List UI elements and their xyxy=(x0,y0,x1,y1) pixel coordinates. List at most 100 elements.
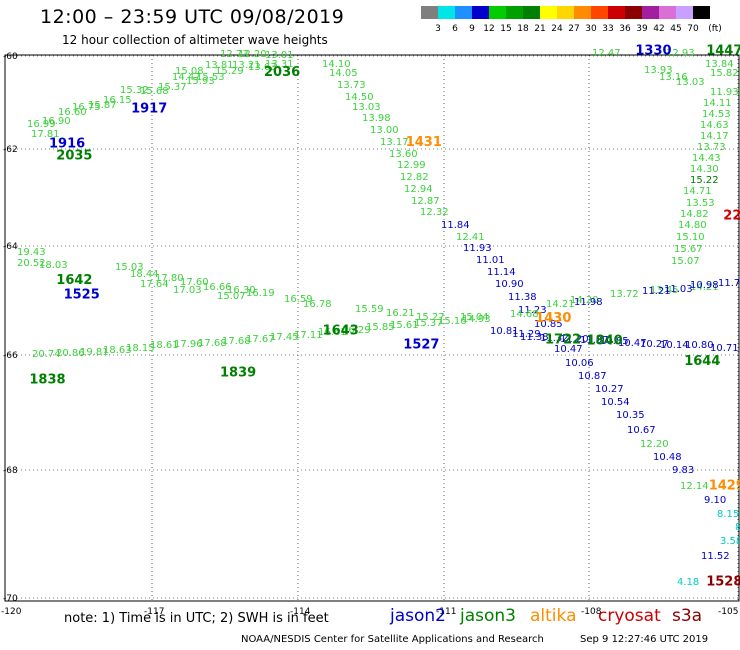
longitude-label: -114 xyxy=(290,607,311,617)
wave-height-value: 4.18 xyxy=(677,577,699,588)
wave-height-value: 14.68 xyxy=(510,309,539,320)
wave-height-value: 17.68 xyxy=(222,336,251,347)
wave-height-value: 15.37 xyxy=(414,318,443,329)
legend-altika: altika xyxy=(530,606,577,626)
wave-height-value: 12.99 xyxy=(397,160,426,171)
footer-timestamp: Sep 9 12:27:46 UTC 2019 xyxy=(580,634,709,645)
pass-time-label: 1838 xyxy=(29,372,65,387)
latitude-label: -66 xyxy=(3,351,18,361)
footer-note: note: 1) Time is in UTC; 2) SWH is in fe… xyxy=(64,611,329,626)
wave-height-value: 16.60 xyxy=(58,107,87,118)
wave-height-value: 14.05 xyxy=(329,68,358,79)
wave-height-value: 12.41 xyxy=(456,232,485,243)
wave-height-value: 13.53 xyxy=(686,198,715,209)
wave-height-value: 11.03 xyxy=(664,284,693,295)
wave-height-value: 14.82 xyxy=(680,209,709,220)
wave-height-value: 10.48 xyxy=(653,452,682,463)
legend-cryosat: cryosat xyxy=(598,606,661,626)
colorbar-label: 70 xyxy=(687,24,699,34)
wave-height-value: 15.08 xyxy=(175,66,204,77)
wave-height-value: 18.15 xyxy=(126,343,155,354)
wave-height-value: 14.50 xyxy=(345,92,374,103)
wave-height-value: 15.27 xyxy=(416,312,445,323)
wave-height-value: 15.10 xyxy=(676,232,705,243)
longitude-label: -105 xyxy=(718,607,738,617)
colorbar-label: 30 xyxy=(585,24,597,34)
colorbar-label: 27 xyxy=(568,24,580,34)
pass-time-label: 1642 xyxy=(56,273,92,288)
wave-height-value: 17.03 xyxy=(173,285,202,296)
wave-height-value: 16.99 xyxy=(27,119,56,130)
wave-height-value: 16.66 xyxy=(203,282,232,293)
pass-time-label: 2035 xyxy=(56,149,92,164)
pass-time-label: 1917 xyxy=(131,101,167,116)
wave-height-value: 11.21 xyxy=(642,286,671,297)
wave-height-value: 15.93 xyxy=(186,76,215,87)
wave-height-value: 14.53 xyxy=(702,109,731,120)
wave-height-value: 11.52 xyxy=(701,551,730,562)
wave-height-value: 14.63 xyxy=(700,120,729,131)
latitude-label: -60 xyxy=(3,52,18,62)
wave-height-value: 10.85 xyxy=(600,336,629,347)
colorbar-label: 18 xyxy=(517,24,529,34)
wave-height-value: 11.93 xyxy=(463,243,492,254)
wave-height-value: 18.61 xyxy=(150,340,179,351)
pass-time-label: 1528 xyxy=(706,575,740,590)
wave-height-value: 12.94 xyxy=(404,184,433,195)
wave-height-value: 15.59 xyxy=(355,304,384,315)
wave-height-value: 16.30 xyxy=(227,285,256,296)
latitude-label: -70 xyxy=(3,594,18,604)
wave-height-value: 17.81 xyxy=(31,129,60,140)
wave-height-value: 11.93 xyxy=(710,87,739,98)
wave-height-value: 12.20 xyxy=(238,49,267,60)
pass-time-label: 1916 xyxy=(49,137,85,152)
colorbar-label: 15 xyxy=(500,24,512,34)
wave-height-value: 9.10 xyxy=(704,495,726,506)
wave-height-value: 13.01 xyxy=(265,50,294,61)
wave-height-value: 16.90 xyxy=(42,116,71,127)
wave-height-value: 17.64 xyxy=(140,279,169,290)
wave-height-value: 13.45 xyxy=(650,285,679,296)
wave-height-value: 13.98 xyxy=(362,113,391,124)
wave-height-value: 17.67 xyxy=(246,334,275,345)
colorbar-label: 21 xyxy=(534,24,546,34)
pass-time-label: 1840 xyxy=(587,333,623,348)
pass-time-label: 22 xyxy=(723,209,740,224)
wave-height-value: 13.17 xyxy=(380,137,409,148)
pass-time-label: 1431 xyxy=(406,135,442,150)
wave-height-value: 13.21 xyxy=(232,60,261,71)
pass-time-label: 1447 xyxy=(706,43,740,58)
wave-height-value: 11.38 xyxy=(520,332,549,343)
colorbar-swatch xyxy=(523,6,540,19)
wave-height-value: 17.11 xyxy=(294,330,323,341)
wave-height-value: 8 xyxy=(735,522,740,533)
wave-height-value: 15.87 xyxy=(88,100,117,111)
wave-height-value: 16.78 xyxy=(303,299,332,310)
wave-height-value: 14.71 xyxy=(683,186,712,197)
wave-height-value: 11.75 xyxy=(718,278,740,289)
longitude-label: -108 xyxy=(581,607,602,617)
pass-time-label: 1722 xyxy=(545,332,581,347)
wave-height-value: 13.31 xyxy=(265,59,294,70)
wave-height-value: 14.80 xyxy=(678,220,707,231)
wave-height-value: 14.30 xyxy=(690,164,719,175)
map-title: 12:00 – 23:59 UTC 09/08/2019 xyxy=(40,6,345,28)
latitude-label: -62 xyxy=(3,145,18,155)
wave-height-value: 13.93 xyxy=(644,65,673,76)
colorbar-swatch xyxy=(676,6,693,19)
wave-height-value: 18.03 xyxy=(39,260,68,271)
wave-height-value: 14.11 xyxy=(703,98,732,109)
wave-height-value: 10.06 xyxy=(565,358,594,369)
wave-height-value: 12.87 xyxy=(411,196,440,207)
colorbar-swatch xyxy=(489,6,506,19)
wave-height-value: 15.67 xyxy=(674,244,703,255)
wave-height-value: 9.83 xyxy=(672,465,694,476)
wave-height-value: 13.00 xyxy=(370,125,399,136)
wave-height-value: 15.22 xyxy=(690,175,719,186)
colorbar-swatch xyxy=(642,6,659,19)
wave-height-value: 13.72 xyxy=(610,289,639,300)
wave-height-value: 20.52 xyxy=(17,258,46,269)
wave-height-value: 18.63 xyxy=(103,345,132,356)
wave-height-value: 8.15 xyxy=(717,509,739,520)
